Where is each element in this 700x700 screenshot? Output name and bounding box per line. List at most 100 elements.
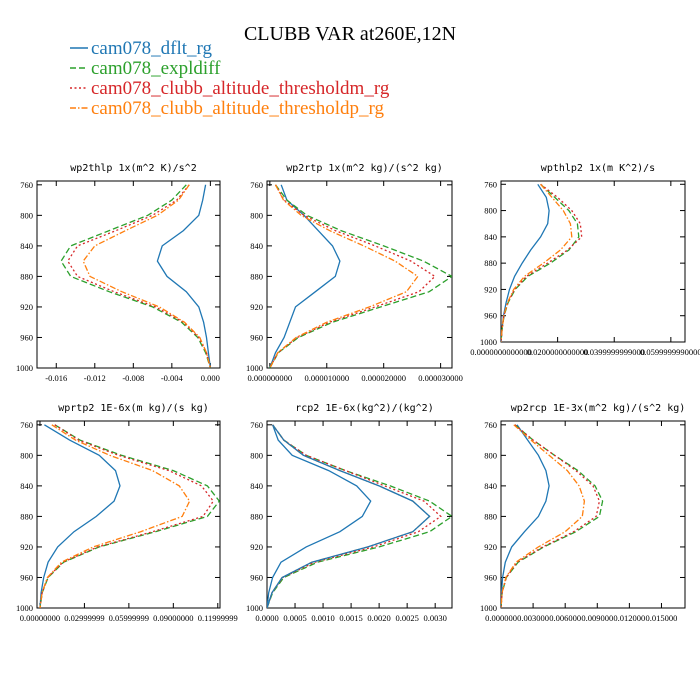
- y-tick-label: 1000: [16, 603, 33, 613]
- panel-frame: [266, 420, 453, 609]
- y-tick-label: 880: [250, 271, 263, 281]
- y-tick-label: 840: [484, 481, 497, 491]
- x-tick-label: 0.0005: [283, 613, 306, 623]
- x-tick-label: -0.004: [161, 373, 184, 383]
- series-line-3: [501, 183, 583, 342]
- figure-title: CLUBB VAR at260E,12N: [244, 23, 456, 45]
- series-line-4: [82, 184, 212, 368]
- series-line-1: [501, 183, 550, 342]
- y-tick-label: 920: [484, 284, 497, 294]
- y-tick-label: 760: [20, 180, 33, 190]
- x-tick-label: 0.000010000: [304, 373, 349, 383]
- y-tick-label: 880: [20, 271, 33, 281]
- series-line-1: [267, 424, 372, 608]
- series-line-3: [501, 424, 601, 608]
- x-tick-label: 0.0010: [311, 613, 334, 623]
- series-line-4: [501, 183, 573, 342]
- x-tick-label: 0.012000: [613, 613, 645, 623]
- y-tick-label: 920: [20, 542, 33, 552]
- y-tick-label: 1000: [480, 603, 497, 613]
- x-tick-label: 0.0399999999000: [583, 347, 645, 357]
- panel-2: wp2rtp 1x(m^2 kg)/(s^2 kg) 760 800 840 880 92…: [246, 163, 463, 383]
- y-tick-label: 960: [484, 311, 497, 321]
- series-line-2: [267, 424, 452, 608]
- series-line-2: [501, 183, 580, 342]
- y-tick-label: 960: [484, 572, 497, 582]
- y-tick-label: 760: [484, 420, 497, 430]
- y-tick-label: 960: [20, 332, 33, 342]
- panel-title: wprtp2 1E-6x(m kg)/(s kg): [58, 403, 209, 414]
- x-tick-label: 0.009000: [581, 613, 613, 623]
- panel-title: wpthlp2 1x(m K^2)/s: [541, 163, 655, 174]
- x-tick-label: 0.0030: [423, 613, 446, 623]
- series-line-4: [269, 184, 419, 368]
- x-tick-label: -0.016: [45, 373, 67, 383]
- legend-entry-1: cam078_dflt_rg: [91, 38, 213, 59]
- y-tick-label: 800: [250, 210, 263, 220]
- series-line-2: [501, 424, 604, 608]
- legend-entry-4: cam078_clubb_altitude_thresholdp_rg: [91, 98, 385, 119]
- x-tick-label: 0.0200000000000: [527, 347, 589, 357]
- y-tick-label: 840: [250, 241, 263, 251]
- x-tick-label: 0.000030000: [418, 373, 463, 383]
- x-tick-label: 0.0599999990000: [640, 347, 700, 357]
- y-tick-label: 760: [250, 180, 263, 190]
- y-tick-label: 920: [250, 542, 263, 552]
- x-tick-label: 0.00000000: [20, 613, 60, 623]
- y-tick-label: 800: [250, 450, 263, 460]
- series-line-3: [39, 424, 215, 608]
- y-tick-label: 920: [20, 302, 33, 312]
- y-tick-label: 840: [20, 241, 33, 251]
- x-tick-label: 0.0000000000000: [470, 347, 532, 357]
- series-line-2: [39, 424, 220, 608]
- y-tick-label: 880: [20, 511, 33, 521]
- panel-3: wpthlp2 1x(m K^2)/s 760 800 840 880 920 960 100…: [470, 163, 700, 357]
- series-line-2: [60, 184, 212, 368]
- series-line-4: [39, 424, 191, 608]
- x-tick-label: 0.015000: [646, 613, 678, 623]
- panel-5: rcp2 1E-6x(kg^2)/(kg^2) 760 800 840 880 920 96…: [246, 403, 453, 623]
- panel-frame: [500, 420, 686, 609]
- x-tick-label: -0.012: [84, 373, 106, 383]
- y-tick-label: 760: [250, 420, 263, 430]
- series-line-1: [39, 424, 121, 608]
- series-line-1: [501, 424, 550, 608]
- legend-entry-2: cam078_expldiff: [91, 58, 221, 79]
- panels: wp2thlp 1x(m^2 K)/s^2 760 800 840 880 920 960 1…: [16, 163, 700, 623]
- x-tick-label: 0.0015: [339, 613, 362, 623]
- y-tick-label: 960: [20, 572, 33, 582]
- legend-entry-3: cam078_clubb_altitude_thresholdm_rg: [91, 78, 390, 99]
- series-line-4: [267, 424, 431, 608]
- y-tick-label: 800: [484, 206, 497, 216]
- panel-title: wp2thlp 1x(m^2 K)/s^2: [70, 163, 196, 174]
- panel-6: wp2rcp 1E-3x(m^2 kg)/(s^2 kg) 760 800 840 88…: [480, 403, 686, 623]
- x-tick-label: 0.000000000: [248, 373, 293, 383]
- panel-4: wprtp2 1E-6x(m kg)/(s kg) 760 800 840 880 920…: [16, 403, 238, 623]
- panel-frame: [36, 420, 221, 609]
- y-tick-label: 1000: [480, 337, 497, 347]
- x-tick-label: 0.0020: [367, 613, 390, 623]
- y-tick-label: 840: [250, 481, 263, 491]
- y-tick-label: 880: [250, 511, 263, 521]
- x-tick-label: -0.008: [122, 373, 144, 383]
- panel-1: wp2thlp 1x(m^2 K)/s^2 760 800 840 880 920 960 1…: [16, 163, 221, 383]
- y-tick-label: 840: [20, 481, 33, 491]
- x-tick-label: 0.11999999: [198, 613, 238, 623]
- legend: cam078_dflt_rgcam078_expldiffcam078_club…: [70, 38, 390, 119]
- x-tick-label: 0.0000: [255, 613, 278, 623]
- y-tick-label: 800: [20, 450, 33, 460]
- series-line-3: [67, 184, 212, 368]
- y-tick-label: 760: [20, 420, 33, 430]
- panel-title: rcp2 1E-6x(kg^2)/(kg^2): [295, 403, 433, 414]
- x-tick-label: 0.05999999: [109, 613, 149, 623]
- y-tick-label: 920: [250, 302, 263, 312]
- series-line-1: [156, 184, 212, 368]
- x-tick-label: 0.09000000: [153, 613, 193, 623]
- y-tick-label: 960: [250, 572, 263, 582]
- series-line-5: [267, 424, 431, 608]
- x-tick-label: 0.000020000: [361, 373, 406, 383]
- y-tick-label: 800: [484, 450, 497, 460]
- y-tick-label: 880: [484, 258, 497, 268]
- x-tick-label: 0.003000: [517, 613, 549, 623]
